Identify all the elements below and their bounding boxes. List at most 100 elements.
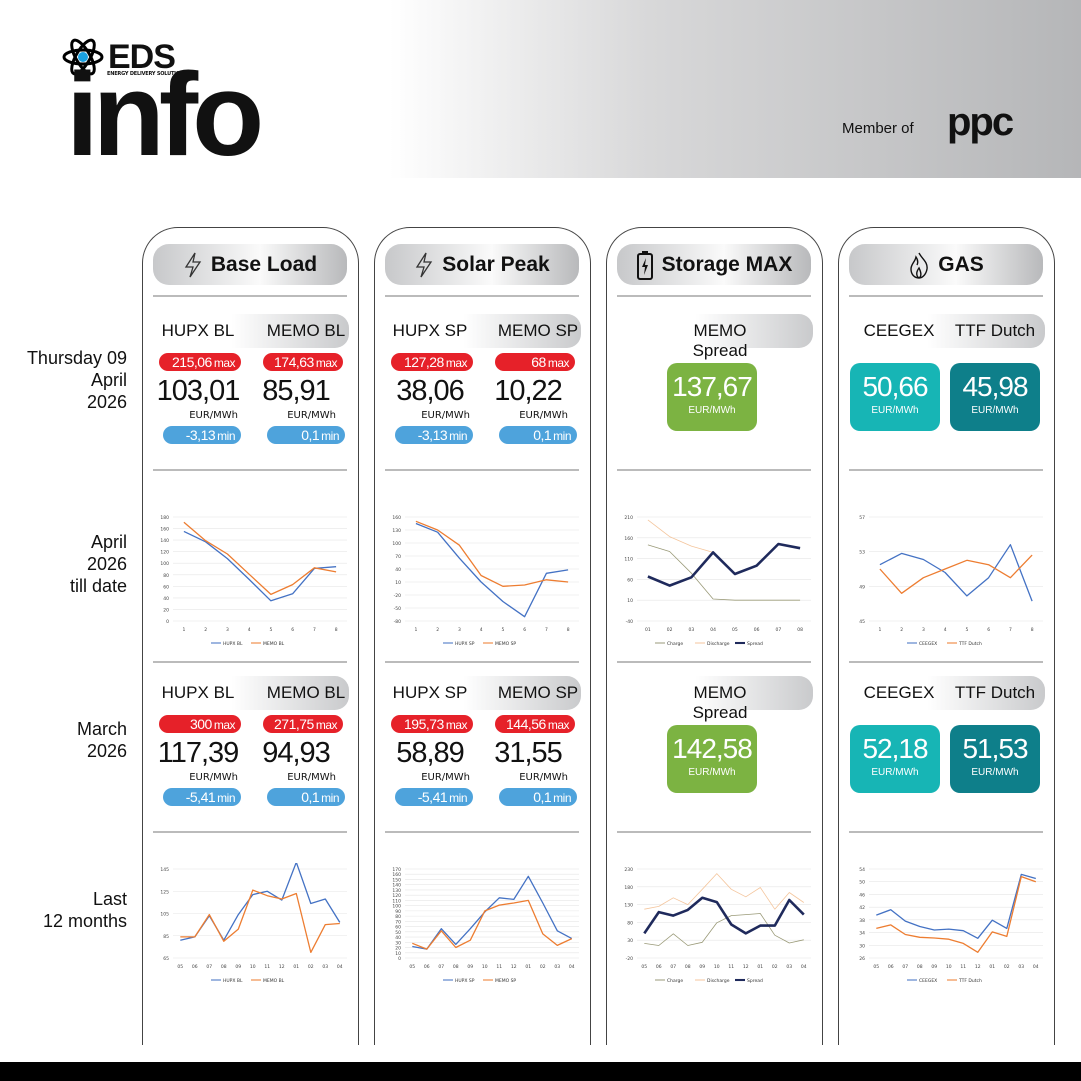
card-gas: GAS CEEGEX TTF Dutch 50,66 EUR/MWh 45,98 EUR/M… — [838, 227, 1055, 1045]
divider — [385, 295, 579, 297]
min-value: 0,1 — [301, 789, 320, 805]
y-tick-label: 160 — [624, 536, 633, 542]
legend-label: HUPX BL — [223, 641, 243, 647]
x-tick-label: 07 — [206, 964, 212, 970]
x-tick-label: 07 — [776, 627, 782, 633]
row-label-line: 12 months — [42, 911, 127, 931]
x-tick-label: 10 — [714, 964, 720, 970]
pair-header: HUPX BL MEMO BL — [153, 676, 349, 710]
max-label: max — [445, 356, 468, 370]
legend-label: MEMO SP — [495, 641, 516, 647]
y-tick-label: 65 — [163, 956, 169, 962]
gas-value-box: 50,66 EUR/MWh — [850, 363, 940, 431]
x-tick-label: 03 — [322, 964, 328, 970]
series-line-memo-bl — [183, 521, 337, 596]
spread-unit: EUR/MWh — [688, 405, 736, 416]
y-tick-label: 40 — [395, 935, 401, 941]
x-tick-label: 10 — [250, 964, 256, 970]
legend-label: Charge — [667, 641, 683, 647]
y-tick-label: 70 — [395, 919, 401, 925]
gas-unit: EUR/MWh — [971, 405, 1019, 416]
pair-header: HUPX SP MEMO SP — [385, 676, 581, 710]
min-label: min — [553, 791, 571, 805]
x-tick-label: 07 — [902, 964, 908, 970]
line-chart: 26 30 34 38 42 46 50 54 05 06 07 08 09 10 11 12 01 02 03 04… — [859, 867, 1043, 984]
legend-label: TTF Dutch — [958, 641, 982, 647]
atom-icon — [62, 38, 104, 76]
x-tick-label: 04 — [710, 627, 716, 633]
series-line-ceegex — [879, 544, 1033, 602]
y-tick-label: 40 — [163, 596, 169, 602]
legend-label: HUPX BL — [223, 978, 243, 984]
lightning-icon — [414, 252, 442, 278]
y-tick-label: 0 — [398, 956, 401, 962]
divider — [849, 831, 1043, 833]
y-tick-label: 145 — [160, 867, 169, 873]
x-tick-label: 1 — [878, 627, 881, 633]
x-tick-label: 02 — [667, 627, 673, 633]
max-badge: 195,73 max — [391, 715, 473, 733]
max-value: 174,63 — [274, 354, 314, 370]
max-label: max — [445, 718, 468, 732]
divider — [153, 661, 347, 663]
series-line-hupx-sp — [415, 522, 569, 618]
y-tick-label: 57 — [859, 515, 865, 521]
y-tick-label: -50 — [394, 606, 401, 612]
legend-label: Charge — [667, 978, 683, 984]
x-tick-label: 11 — [264, 964, 270, 970]
x-tick-label: 5 — [965, 627, 968, 633]
x-tick-label: 09 — [699, 964, 705, 970]
x-tick-label: 11 — [496, 964, 502, 970]
min-value: -3,13 — [417, 427, 448, 443]
gas-unit: EUR/MWh — [871, 405, 919, 416]
gas-header: CEEGEX TTF Dutch — [849, 676, 1045, 710]
column-label: MEMO BL — [266, 683, 346, 702]
min-value: 0,1 — [301, 427, 320, 443]
x-tick-label: 11 — [960, 964, 966, 970]
price-unit: EUR/MWh — [519, 772, 568, 783]
card-title: GAS — [938, 252, 984, 276]
x-tick-label: 12 — [279, 964, 285, 970]
series-line-charge — [647, 544, 801, 601]
x-tick-label: 6 — [987, 627, 990, 633]
divider — [385, 469, 579, 471]
divider — [153, 295, 347, 297]
divider — [849, 661, 1043, 663]
y-tick-label: 30 — [859, 943, 865, 949]
y-tick-label: 60 — [163, 584, 169, 590]
series-line-hupx-sp — [412, 875, 573, 950]
column-label: MEMO BL — [266, 321, 346, 340]
row-label-line: 2026 — [86, 392, 127, 412]
min-label: min — [321, 791, 339, 805]
y-tick-label: 70 — [395, 554, 401, 560]
price-unit: EUR/MWh — [189, 772, 238, 783]
x-tick-label: 4 — [480, 627, 483, 633]
divider — [849, 295, 1043, 297]
x-tick-label: 01 — [525, 964, 531, 970]
series-line-hupx-bl — [183, 530, 337, 602]
x-tick-label: 03 — [554, 964, 560, 970]
x-tick-label: 12 — [743, 964, 749, 970]
min-label: min — [553, 429, 571, 443]
header-banner: EDS ENERGY DELIVERY SOLUTIONS info Membe… — [0, 0, 1081, 178]
x-tick-label: 7 — [1009, 627, 1012, 633]
row-label-line: March — [76, 719, 127, 739]
price-unit: EUR/MWh — [421, 772, 470, 783]
spread-unit: EUR/MWh — [688, 767, 736, 778]
x-tick-label: 05 — [732, 627, 738, 633]
page-title: info — [66, 49, 264, 181]
price-unit: EUR/MWh — [189, 410, 238, 421]
x-tick-label: 05 — [409, 964, 415, 970]
x-tick-label: 8 — [335, 627, 338, 633]
x-tick-label: 04 — [569, 964, 575, 970]
y-tick-label: 0 — [166, 619, 169, 625]
legend-label: Discharge — [707, 641, 730, 647]
x-tick-label: 04 — [1033, 964, 1039, 970]
y-tick-label: 26 — [859, 956, 865, 962]
battery-icon — [636, 250, 662, 280]
card-title-pill: Solar Peak — [385, 244, 579, 285]
x-tick-label: 6 — [523, 627, 526, 633]
min-value: 0,1 — [533, 427, 552, 443]
legend-label: Spread — [747, 641, 763, 647]
min-badge: 0,1 min — [499, 426, 577, 444]
